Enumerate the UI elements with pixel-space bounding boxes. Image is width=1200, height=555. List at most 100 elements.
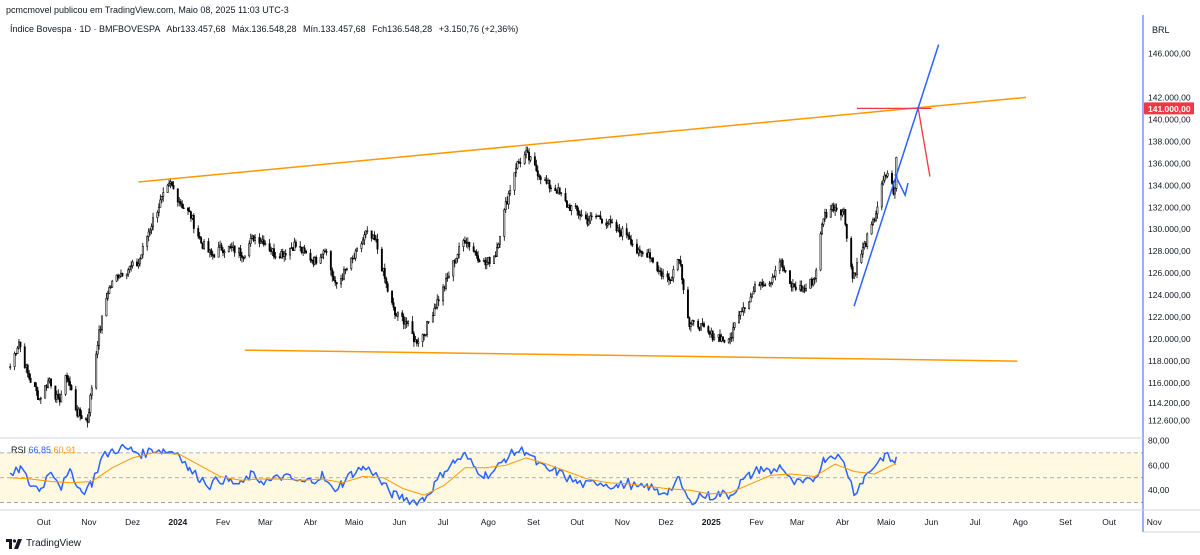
candle-body bbox=[436, 299, 439, 308]
price-tick-label: 138.000,00 bbox=[1148, 136, 1191, 146]
ohlc-close: Fch136.548,28 bbox=[372, 24, 433, 34]
candle-body bbox=[650, 257, 653, 259]
candle-body bbox=[482, 259, 485, 263]
rsi-tick-label: 60,00 bbox=[1148, 460, 1170, 470]
candle-body bbox=[841, 211, 844, 216]
candle-body bbox=[579, 214, 582, 217]
candle-body bbox=[631, 243, 634, 246]
candle-body bbox=[803, 287, 806, 291]
candle-body bbox=[739, 311, 742, 316]
drawings-layer[interactable] bbox=[138, 44, 1027, 362]
candle-body bbox=[79, 408, 82, 416]
upper-trendline[interactable] bbox=[138, 96, 1027, 183]
candle-body bbox=[484, 259, 487, 266]
blue-projection-line[interactable] bbox=[853, 44, 940, 307]
candle-body bbox=[873, 219, 876, 221]
candle-body bbox=[141, 246, 144, 256]
candle-body bbox=[711, 330, 714, 341]
candle-body bbox=[560, 192, 563, 195]
candle-body bbox=[310, 259, 313, 262]
candle-body bbox=[784, 270, 787, 272]
red-projection-line[interactable] bbox=[917, 108, 931, 177]
candle-body bbox=[762, 284, 765, 286]
candle-body bbox=[66, 375, 68, 379]
symbol-title[interactable]: Índice Bovespa · 1D · BMFBOVESPA bbox=[10, 24, 161, 34]
blue-hook-line[interactable] bbox=[894, 173, 909, 198]
candle-body bbox=[885, 174, 888, 177]
candle-body bbox=[790, 283, 793, 288]
candle-body bbox=[525, 150, 528, 156]
candle-body bbox=[640, 250, 643, 254]
candle-body bbox=[850, 237, 853, 267]
candle-body bbox=[886, 172, 889, 177]
tradingview-logo-icon bbox=[6, 538, 22, 549]
time-tick-label: Mar bbox=[258, 517, 273, 527]
candle-body bbox=[656, 261, 659, 272]
candle-body bbox=[729, 337, 732, 340]
candle-body bbox=[230, 246, 233, 249]
candle-body bbox=[615, 221, 618, 231]
candle-body bbox=[334, 280, 337, 283]
candle-body bbox=[721, 336, 724, 341]
candle-body bbox=[635, 243, 638, 254]
candle-body bbox=[576, 205, 579, 211]
candle-body bbox=[258, 237, 261, 244]
candle-body bbox=[630, 238, 633, 245]
candle-body bbox=[414, 339, 417, 343]
candle-body bbox=[223, 251, 226, 254]
time-tick-label: Jul bbox=[970, 517, 981, 527]
candle-body bbox=[187, 207, 189, 211]
candle-body bbox=[331, 269, 334, 277]
time-tick-label: Dez bbox=[125, 517, 140, 527]
candle-body bbox=[646, 252, 649, 258]
candle-body bbox=[55, 394, 58, 400]
candle-body bbox=[799, 285, 802, 290]
candle-body bbox=[815, 269, 818, 279]
candle-body bbox=[452, 260, 455, 277]
candle-body bbox=[860, 253, 863, 263]
rsi-pane[interactable] bbox=[0, 443, 1143, 506]
candle-body bbox=[98, 329, 101, 346]
price-pane[interactable] bbox=[9, 146, 898, 428]
candle-body bbox=[254, 237, 257, 241]
candle-body bbox=[570, 205, 573, 211]
candle-body bbox=[417, 341, 420, 344]
candle-body bbox=[335, 282, 338, 285]
candle-body bbox=[851, 266, 854, 279]
candle-body bbox=[870, 224, 873, 235]
candle-body bbox=[17, 341, 20, 349]
time-tick-label: 2025 bbox=[702, 517, 721, 527]
candle-body bbox=[751, 293, 754, 298]
candle-body bbox=[478, 260, 481, 263]
candle-body bbox=[152, 217, 154, 227]
candle-body bbox=[485, 262, 488, 266]
candle-body bbox=[45, 385, 48, 389]
candle-body bbox=[305, 250, 308, 254]
footer-brand[interactable]: TradingView bbox=[6, 538, 81, 549]
candle-body bbox=[16, 347, 19, 354]
candle-body bbox=[463, 240, 466, 243]
candle-body bbox=[710, 330, 713, 335]
candle-body bbox=[466, 241, 469, 244]
time-tick-label: Jul bbox=[438, 517, 449, 527]
candle-body bbox=[67, 378, 70, 382]
lower-trendline[interactable] bbox=[244, 349, 1018, 362]
candle-body bbox=[118, 275, 121, 279]
candle-body bbox=[252, 235, 255, 241]
candle-body bbox=[23, 346, 26, 368]
candle-body bbox=[834, 207, 837, 211]
candle-body bbox=[242, 257, 245, 259]
candle-body bbox=[370, 230, 373, 239]
price-tick-label: 134.000,00 bbox=[1148, 180, 1191, 190]
candle-body bbox=[178, 201, 181, 203]
ohlc-change: +3.150,76 (+2,36%) bbox=[438, 24, 519, 34]
candle-body bbox=[95, 353, 98, 389]
candle-body bbox=[515, 167, 517, 174]
candle-body bbox=[637, 249, 640, 254]
candle-body bbox=[140, 254, 143, 260]
candle-body bbox=[50, 378, 52, 387]
candle-body bbox=[76, 409, 79, 417]
candle-body bbox=[822, 218, 825, 225]
candle-body bbox=[34, 382, 36, 387]
